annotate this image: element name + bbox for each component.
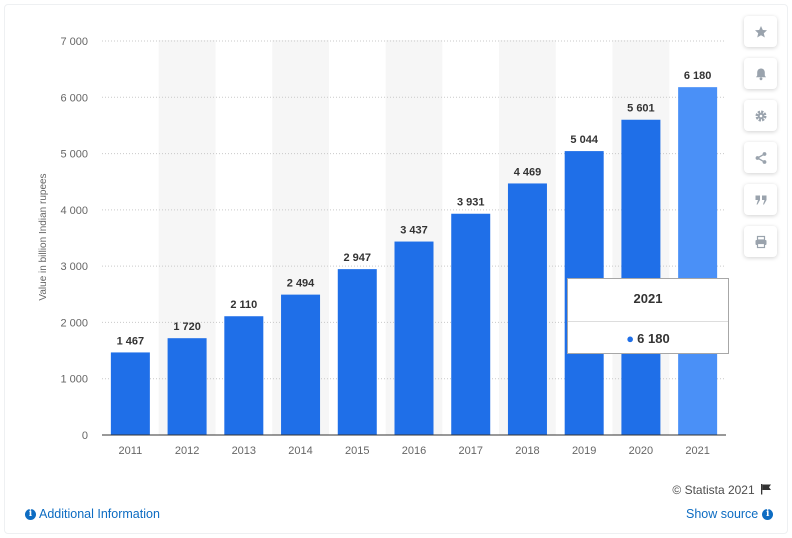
tooltip-value-row: ● 6 180 — [568, 322, 728, 355]
info-icon: i — [25, 508, 36, 520]
tooltip-title: 2021 — [568, 279, 728, 322]
bell-icon — [755, 68, 766, 80]
x-tick-label: 2021 — [685, 445, 709, 457]
flag-icon — [761, 484, 771, 495]
chart-tooltip: 2021 ● 6 180 — [567, 278, 729, 354]
value-label: 2 494 — [287, 278, 315, 290]
value-label: 2 110 — [230, 299, 257, 311]
cite-button[interactable] — [744, 184, 777, 215]
x-tick-label: 2020 — [629, 445, 653, 457]
bar-2016[interactable] — [394, 241, 434, 435]
x-tick-label: 2013 — [232, 445, 256, 457]
y-axis-title: Value in billion Indian rupees — [38, 173, 49, 300]
share-icon — [755, 151, 766, 164]
notification-button[interactable] — [744, 58, 777, 89]
bar-2015[interactable] — [337, 269, 377, 435]
x-tick-label: 2014 — [288, 445, 312, 457]
value-label: 2 947 — [344, 252, 372, 264]
bar-2011[interactable] — [110, 352, 150, 435]
bar-2017[interactable] — [451, 213, 491, 435]
y-tick-label: 1 000 — [60, 374, 88, 386]
y-tick-label: 6 000 — [60, 92, 88, 104]
bar-2020[interactable] — [621, 119, 661, 435]
bar-2018[interactable] — [507, 183, 547, 435]
tooltip-value: 6 180 — [637, 331, 670, 346]
value-label: 5 044 — [570, 134, 598, 146]
show-source-label: Show source — [686, 507, 759, 521]
x-tick-label: 2019 — [572, 445, 596, 457]
x-tick-label: 2015 — [345, 445, 369, 457]
y-tick-label: 3 000 — [60, 261, 88, 273]
additional-information-link[interactable]: i Additional Information — [25, 507, 160, 521]
y-tick-label: 5 000 — [60, 149, 88, 161]
bar-2021[interactable] — [678, 87, 718, 435]
bar-2012[interactable] — [167, 338, 207, 435]
info-icon: i — [762, 508, 774, 520]
chart-frame — [4, 4, 788, 534]
gear-icon — [755, 110, 766, 121]
copyright-notice: © Statista 2021 — [672, 483, 772, 497]
share-button[interactable] — [744, 142, 777, 173]
y-tick-label: 7 000 — [60, 36, 88, 48]
bar-2013[interactable] — [224, 316, 264, 435]
value-label: 4 469 — [514, 166, 542, 178]
value-label: 1 720 — [173, 321, 201, 333]
value-label: 5 601 — [627, 103, 655, 115]
series-dot-icon: ● — [626, 331, 635, 346]
favorite-button[interactable] — [744, 16, 777, 47]
x-tick-label: 2018 — [515, 445, 539, 457]
value-label: 1 467 — [117, 335, 145, 347]
x-tick-label: 2012 — [175, 445, 199, 457]
copyright-text: © Statista 2021 — [672, 483, 755, 497]
value-label: 3 931 — [457, 197, 485, 209]
y-tick-label: 0 — [82, 430, 88, 442]
x-tick-label: 2011 — [119, 445, 143, 457]
show-source-link[interactable]: Show source i — [686, 507, 774, 521]
value-label: 3 437 — [400, 225, 428, 237]
x-tick-label: 2016 — [402, 445, 426, 457]
value-label: 6 180 — [684, 70, 712, 82]
y-tick-label: 4 000 — [60, 205, 88, 217]
print-button[interactable] — [744, 226, 777, 257]
y-tick-label: 2 000 — [60, 317, 88, 329]
quote-icon — [755, 195, 766, 204]
x-tick-label: 2017 — [458, 445, 482, 457]
additional-information-label: Additional Information — [39, 507, 160, 521]
bar-2014[interactable] — [281, 294, 321, 435]
print-icon — [755, 235, 766, 248]
star-icon — [754, 25, 767, 37]
settings-button[interactable] — [744, 100, 777, 131]
